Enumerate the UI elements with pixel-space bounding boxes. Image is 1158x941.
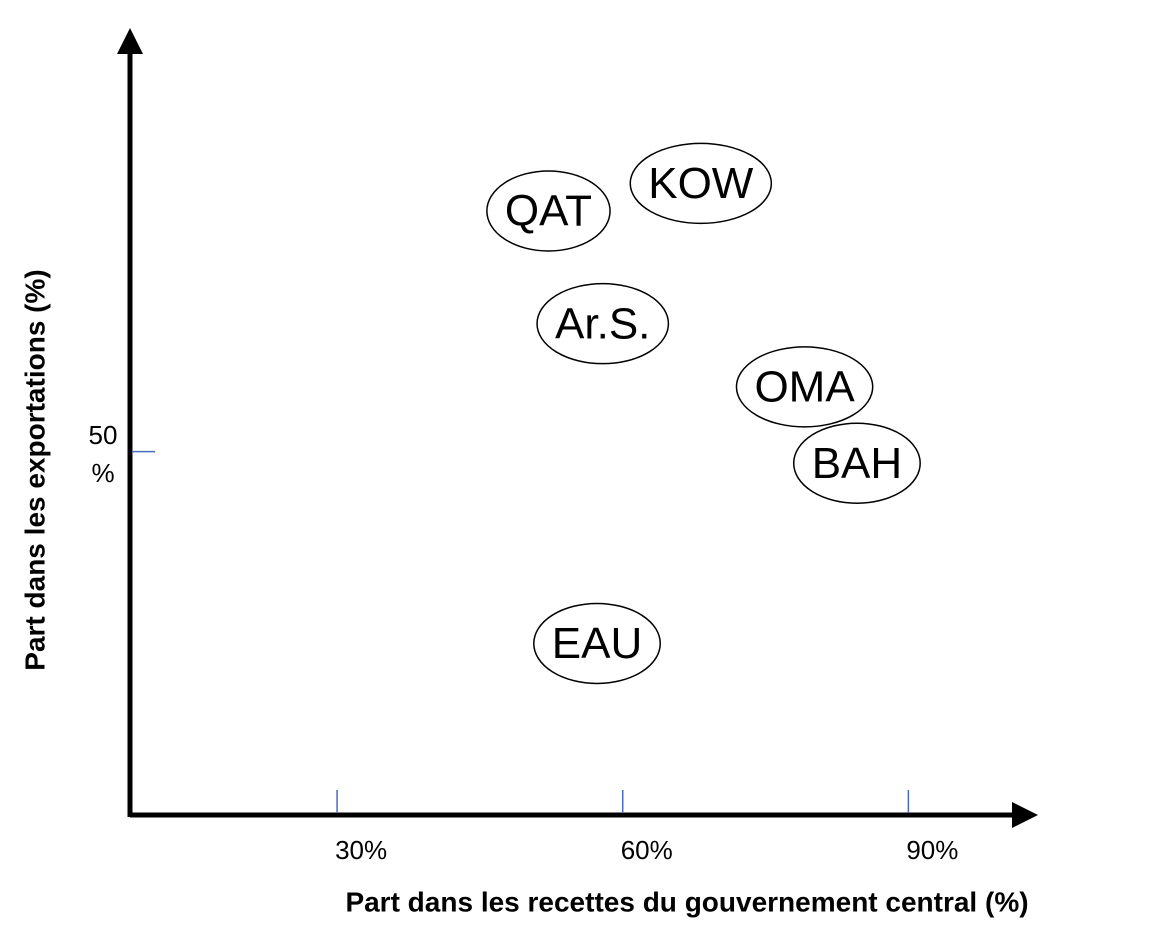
x-axis-title: Part dans les recettes du gouvernement c… — [345, 886, 1028, 917]
point — [536, 282, 670, 365]
point-group: Ar.S. — [536, 282, 670, 365]
point — [792, 422, 921, 504]
y-axis-arrow — [117, 28, 143, 54]
point-group: OMA — [735, 346, 874, 428]
point-group: KOW — [629, 142, 773, 225]
point-label: EAU — [552, 619, 642, 668]
point-label: QAT — [505, 187, 592, 236]
point-label: KOW — [648, 159, 754, 208]
point-label: BAH — [812, 439, 902, 488]
x-axis-arrow — [1012, 802, 1038, 828]
point-group: QAT — [486, 170, 611, 252]
point — [486, 170, 611, 252]
y-axis-title: Part dans les exportations (%) — [19, 269, 50, 670]
x-tick-label: 90% — [906, 835, 958, 865]
point-group: BAH — [792, 422, 921, 504]
point-group: EAU — [533, 602, 662, 685]
point — [735, 346, 874, 428]
x-tick-label: 30% — [335, 835, 387, 865]
y-tick-label-box: 50 % — [88, 419, 118, 488]
x-tick-label: 60% — [621, 835, 673, 865]
y-tick-label: 50 % — [88, 419, 118, 488]
point-label: Ar.S. — [555, 299, 650, 348]
point — [629, 142, 773, 225]
point-label: OMA — [754, 363, 855, 412]
point — [533, 602, 662, 685]
